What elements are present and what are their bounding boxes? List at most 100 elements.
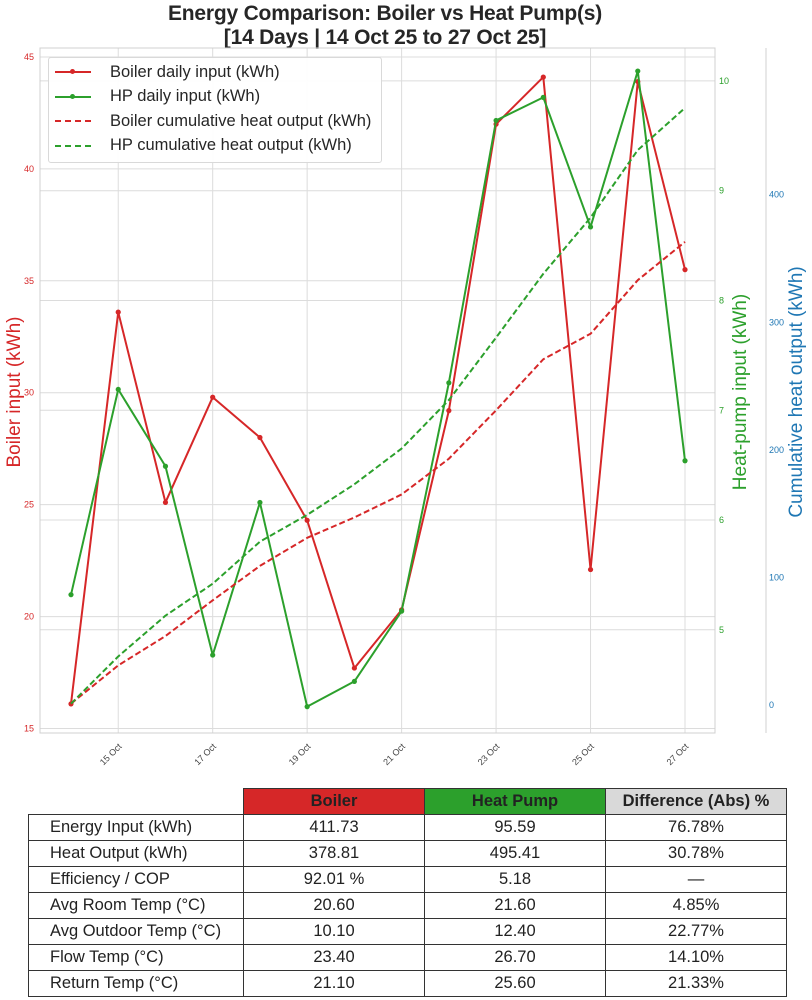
x-tick-label: 21 Oct — [381, 741, 407, 767]
data-point-marker — [162, 499, 169, 506]
data-point-marker — [635, 68, 641, 74]
left-tick-label: 40 — [24, 164, 34, 174]
legend-swatch-solid-green — [55, 92, 91, 102]
table-header-difference: Difference (Abs) % — [605, 788, 787, 815]
table-row: Heat Output (kWh) 378.81 495.41 30.78% — [28, 840, 787, 867]
data-point-marker — [115, 309, 121, 315]
right1-tick-label: 6 — [719, 515, 724, 525]
data-point-marker — [68, 592, 74, 598]
data-point-marker — [682, 458, 688, 464]
row-label: Efficiency / COP — [28, 866, 244, 893]
x-tick-label: 25 Oct — [570, 741, 596, 767]
boiler-value: 23.40 — [243, 944, 425, 971]
cumulative-axis-label: Cumulative heat output (kWh) — [786, 266, 807, 517]
hp-axis-label: Heat-pump input (kWh) — [730, 294, 751, 490]
right1-tick-label: 10 — [719, 76, 729, 86]
data-point-marker — [210, 394, 216, 400]
data-point-marker — [115, 386, 121, 393]
right2-tick-label: 200 — [769, 445, 784, 455]
difference-value: 30.78% — [605, 840, 787, 867]
data-point-marker — [540, 74, 546, 80]
difference-value: 76.78% — [605, 814, 787, 841]
heat-pump-value: 12.40 — [424, 918, 606, 945]
x-tick-label: 23 Oct — [476, 741, 502, 767]
left-tick-label: 15 — [24, 724, 34, 734]
row-label: Return Temp (°C) — [28, 970, 244, 997]
heat-pump-value: 25.60 — [424, 970, 606, 997]
left-tick-label: 25 — [24, 500, 34, 510]
x-tick-label: 15 Oct — [98, 741, 124, 767]
row-label: Heat Output (kWh) — [28, 840, 244, 867]
right2-tick-label: 300 — [769, 317, 784, 327]
boiler-value: 411.73 — [243, 814, 425, 841]
boiler-daily-input-kwh-line — [70, 76, 686, 705]
left-tick-label: 20 — [24, 612, 34, 622]
data-point-marker — [682, 267, 688, 273]
data-point-marker — [304, 517, 310, 523]
table-header-boiler: Boiler — [243, 788, 425, 815]
legend-item-hp-cumulative: HP cumulative heat output (kWh) — [55, 134, 381, 159]
data-point-marker — [351, 665, 357, 671]
data-point-marker — [304, 704, 310, 710]
heat-pump-value: 26.70 — [424, 944, 606, 971]
chart-legend: Boiler daily input (kWh) HP daily input … — [48, 57, 382, 163]
table-row: Return Temp (°C) 21.10 25.60 21.33% — [28, 970, 787, 997]
data-point-marker — [446, 408, 452, 414]
left-axis-label: Boiler input (kWh) — [4, 317, 25, 468]
data-point-marker — [587, 224, 594, 230]
right1-tick-label: 8 — [719, 295, 724, 305]
data-point-marker — [351, 678, 357, 685]
legend-label: HP cumulative heat output (kWh) — [110, 136, 352, 155]
legend-label: HP daily input (kWh) — [110, 87, 261, 106]
legend-item-boiler-cumulative: Boiler cumulative heat output (kWh) — [55, 109, 381, 134]
chart-title-line2: [14 Days | 14 Oct 25 to 27 Oct 25] — [223, 26, 547, 49]
data-point-marker — [210, 652, 216, 658]
data-point-marker — [446, 380, 452, 386]
right2-tick-label: 100 — [769, 572, 784, 582]
hp-daily-input-kwh-line — [70, 70, 686, 708]
right2-tick-label: 0 — [769, 700, 774, 710]
x-tick-label: 19 Oct — [287, 741, 313, 767]
boiler-value: 21.10 — [243, 970, 425, 997]
chart-title: Energy Comparison: Boiler vs Heat Pump(s… — [30, 2, 740, 50]
difference-value: 4.85% — [605, 892, 787, 919]
comparison-table: Boiler Heat Pump Difference (Abs) % Ener… — [28, 788, 787, 997]
heat-pump-value: 21.60 — [424, 892, 606, 919]
left-tick-label: 45 — [24, 52, 34, 62]
heat-pump-value: 95.59 — [424, 814, 606, 841]
legend-swatch-solid-red — [55, 67, 91, 77]
table-row: Flow Temp (°C) 23.40 26.70 14.10% — [28, 944, 787, 971]
legend-swatch-dashed-green — [55, 141, 91, 151]
table-header-blank — [29, 789, 244, 815]
boiler-cumulative-heat-output-kwh-line — [70, 241, 686, 705]
boiler-value: 20.60 — [243, 892, 425, 919]
x-tick-label: 17 Oct — [192, 741, 218, 767]
difference-value: 21.33% — [605, 970, 787, 997]
table-header-heat-pump: Heat Pump — [424, 788, 606, 815]
legend-item-hp-daily: HP daily input (kWh) — [55, 85, 381, 110]
difference-value: 22.77% — [605, 918, 787, 945]
left-tick-label: 30 — [24, 388, 34, 398]
boiler-value: 10.10 — [243, 918, 425, 945]
legend-label: Boiler cumulative heat output (kWh) — [110, 111, 372, 130]
data-point-marker — [399, 608, 405, 614]
data-point-marker — [540, 94, 546, 100]
plot-frame — [39, 47, 716, 734]
data-point-marker — [257, 499, 263, 506]
row-label: Energy Input (kWh) — [28, 814, 244, 841]
legend-item-boiler-daily: Boiler daily input (kWh) — [55, 60, 381, 85]
hp-cumulative-heat-output-kwh-line — [70, 107, 686, 705]
chart-title-line1: Energy Comparison: Boiler vs Heat Pump(s… — [167, 2, 603, 25]
right1-tick-label: 5 — [719, 625, 724, 635]
legend-swatch-dashed-red — [55, 116, 91, 126]
chart-series — [68, 68, 688, 710]
table-row: Avg Outdoor Temp (°C) 10.10 12.40 22.77% — [28, 918, 787, 945]
boiler-value: 92.01 % — [243, 866, 425, 893]
boiler-value: 378.81 — [243, 840, 425, 867]
right1-tick-label: 9 — [719, 186, 724, 196]
data-point-marker — [257, 434, 263, 441]
legend-label: Boiler daily input (kWh) — [110, 62, 280, 81]
data-point-marker — [493, 117, 499, 124]
x-tick-label: 27 Oct — [665, 741, 691, 767]
row-label: Avg Outdoor Temp (°C) — [28, 918, 244, 945]
